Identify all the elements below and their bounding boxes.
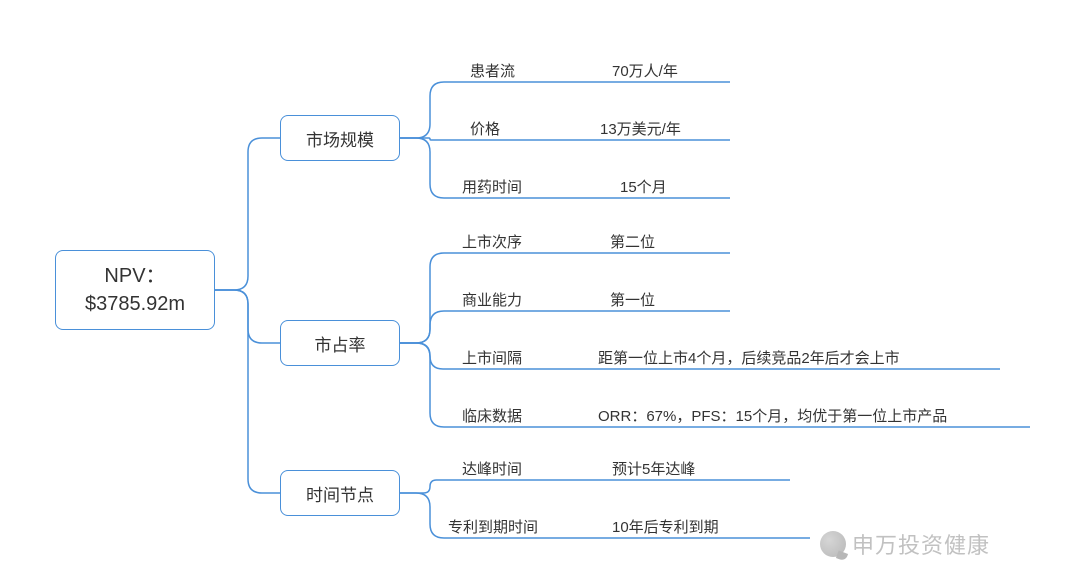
root-node: NPV： $3785.92m — [55, 250, 215, 330]
branch-market-size: 市场规模 — [280, 115, 400, 161]
leaf-value: 第一位 — [610, 289, 655, 310]
branch-time-node: 时间节点 — [280, 470, 400, 516]
leaf-value: 第二位 — [610, 231, 655, 252]
leaf-label: 达峰时间 — [462, 458, 522, 479]
leaf-label: 商业能力 — [462, 289, 522, 310]
root-label-line2: $3785.92m — [85, 293, 185, 315]
leaf-value: 预计5年达峰 — [612, 458, 695, 479]
leaf-label: 患者流 — [470, 60, 515, 81]
leaf-value: ORR：67%，PFS：15个月，均优于第一位上市产品 — [598, 405, 947, 426]
leaf-label: 用药时间 — [462, 176, 522, 197]
leaf-label: 上市间隔 — [462, 347, 522, 368]
leaf-label: 上市次序 — [462, 231, 522, 252]
watermark-text: 申万投资健康 — [852, 528, 990, 560]
branch-label: 市场规模 — [306, 126, 374, 151]
leaf-value: 13万美元/年 — [600, 118, 681, 139]
leaf-value: 距第一位上市4个月，后续竞品2年后才会上市 — [598, 347, 900, 368]
leaf-value: 70万人/年 — [612, 60, 678, 81]
leaf-value: 15个月 — [620, 176, 667, 197]
root-label-line1: NPV： — [104, 265, 165, 287]
leaf-label: 临床数据 — [462, 405, 522, 426]
wechat-icon — [820, 531, 846, 557]
watermark: 申万投资健康 — [820, 528, 990, 560]
branch-market-share: 市占率 — [280, 320, 400, 366]
leaf-value: 10年后专利到期 — [612, 516, 719, 537]
branch-label: 时间节点 — [306, 481, 374, 506]
leaf-label: 价格 — [470, 118, 500, 139]
branch-label: 市占率 — [315, 331, 366, 356]
leaf-label: 专利到期时间 — [448, 516, 538, 537]
